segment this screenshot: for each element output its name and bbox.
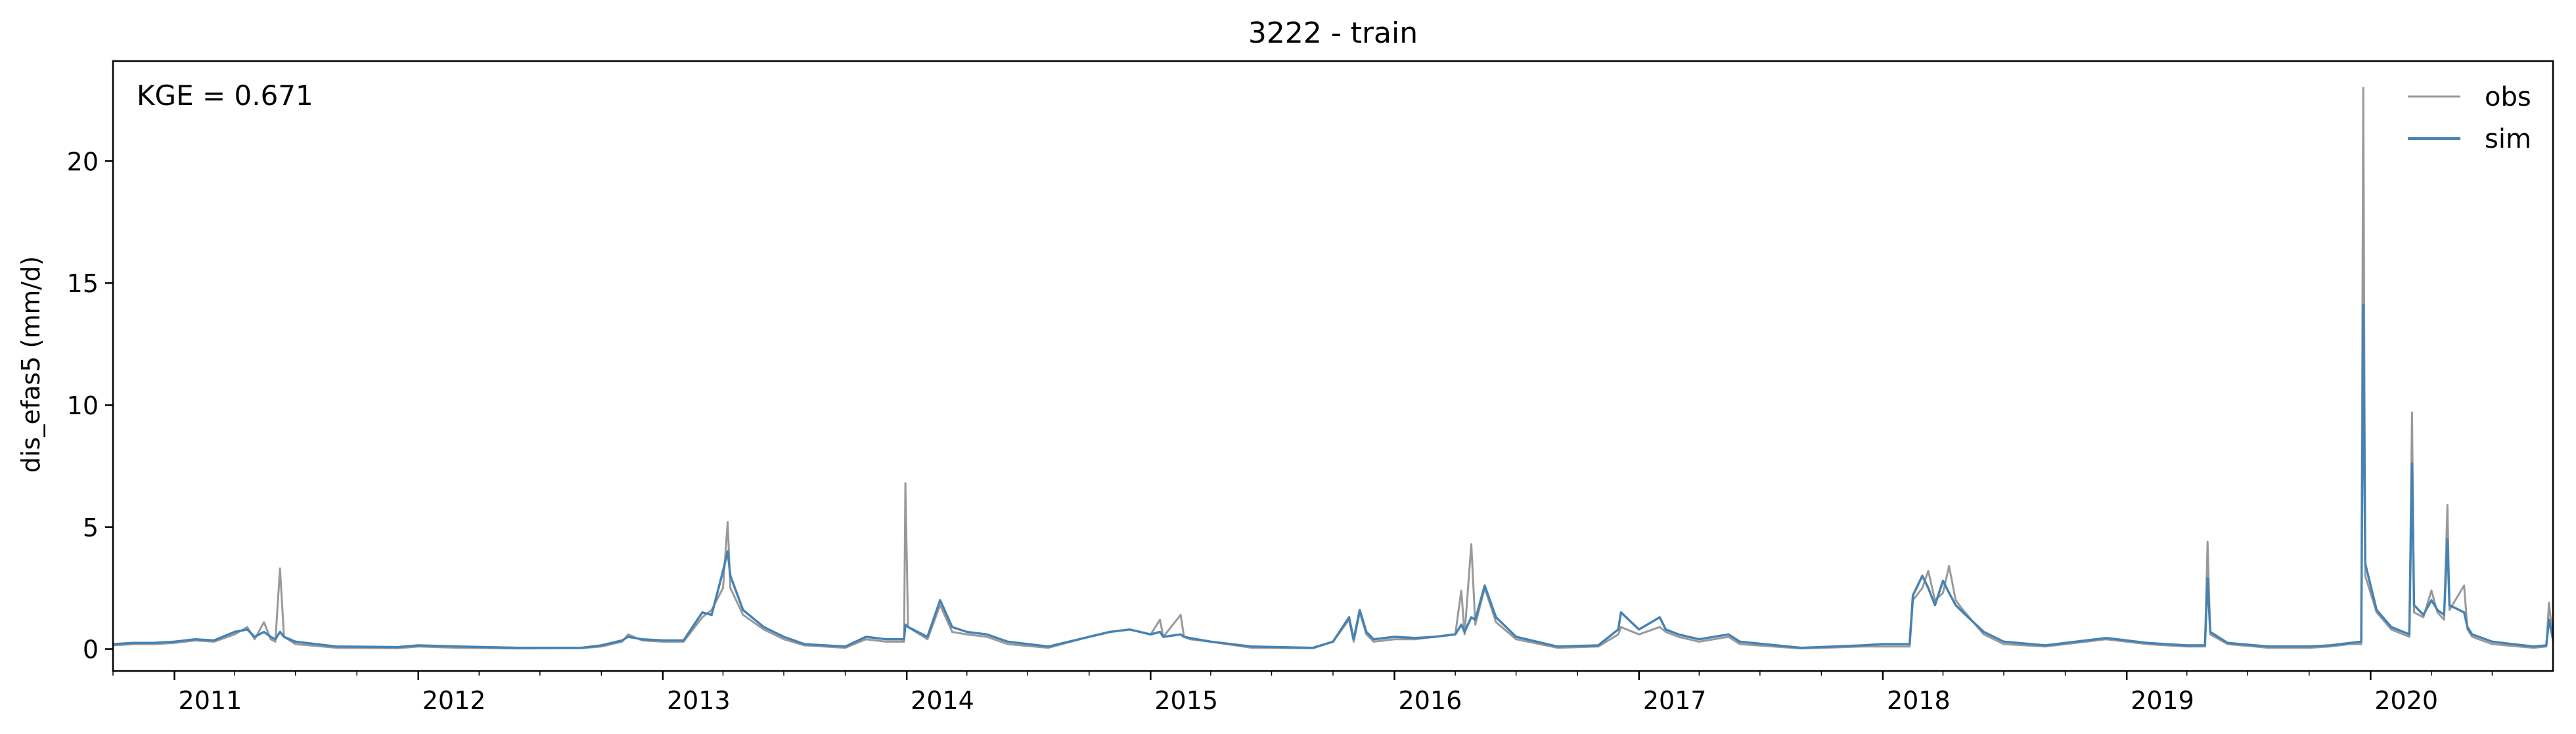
x-tick-label: 2018 [1887,686,1951,715]
y-tick-label: 10 [67,391,99,420]
kge-annotation: KGE = 0.671 [137,79,313,112]
legend: obs sim [2408,82,2531,154]
y-tick-label: 15 [67,269,99,298]
x-tick-label: 2015 [1154,686,1218,715]
plot-frame [112,60,2554,672]
x-tick-label: 2013 [667,686,731,715]
x-tick-label: 2020 [2374,686,2438,715]
legend-label-obs: obs [2485,82,2531,112]
y-tick-label: 20 [67,147,99,176]
x-tick-label: 2016 [1399,686,1462,715]
series-line-sim [112,303,2554,649]
x-tick-label: 2012 [422,686,486,715]
x-tick-label: 2014 [911,686,974,715]
x-tick-label: 2017 [1643,686,1707,715]
y-tick-label: 5 [83,513,99,542]
x-tick-label: 2011 [179,686,242,715]
plot-area [112,87,2554,650]
chart-title: 3222 - train [1248,16,1418,50]
x-tick-label: 2019 [2131,686,2194,715]
axis-ticks: 0 5 10 15 20 2011 2012 2013 2014 2015 2016 2017 2018… [67,147,2493,715]
y-tick-label: 0 [83,636,99,664]
y-axis-label: dis_efas5 (mm/d) [16,256,45,473]
legend-label-sim: sim [2485,124,2531,154]
